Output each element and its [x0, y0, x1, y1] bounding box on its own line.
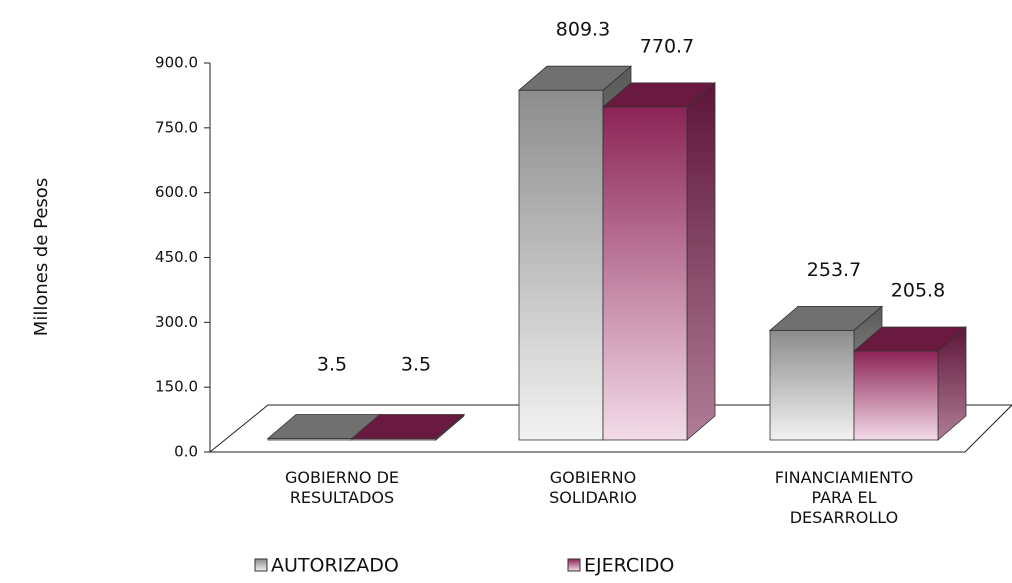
legend-label: EJERCIDO [584, 555, 674, 577]
legend-swatch [567, 558, 581, 572]
bar-top [768, 305, 884, 331]
bar-top [350, 414, 466, 439]
bar-top [517, 65, 633, 91]
value-label: 3.5 [401, 354, 431, 376]
y-tick-label: 600.0 [155, 183, 198, 201]
y-tick-label: 300.0 [155, 313, 198, 331]
y-axis-label: Millones de Pesos [31, 178, 52, 336]
bar-top [852, 326, 968, 352]
value-label: 809.3 [556, 19, 610, 41]
bar [853, 350, 939, 441]
value-label: 770.7 [640, 35, 694, 57]
value-label: 3.5 [317, 354, 347, 376]
y-tick-label: 150.0 [155, 378, 198, 396]
y-tick-label: 450.0 [155, 248, 198, 266]
legend-swatch [254, 558, 268, 572]
x-tick-label: FINANCIAMIENTO PARA EL DESARROLLO [774, 468, 914, 527]
legend-label: AUTORIZADO [271, 555, 399, 577]
bar [518, 89, 604, 441]
bar [602, 106, 688, 441]
y-tick-label: 750.0 [155, 118, 198, 136]
y-tick-label: 900.0 [155, 54, 198, 72]
x-tick-label: GOBIERNO SOLIDARIO [549, 468, 637, 507]
bar-side [686, 82, 716, 441]
x-tick-label: GOBIERNO DE RESULTADOS [285, 468, 399, 507]
y-tick-label: 0.0 [174, 443, 198, 461]
value-label: 205.8 [891, 280, 945, 302]
bar [769, 329, 855, 441]
bar-top [601, 82, 717, 108]
value-label: 253.7 [807, 259, 861, 281]
